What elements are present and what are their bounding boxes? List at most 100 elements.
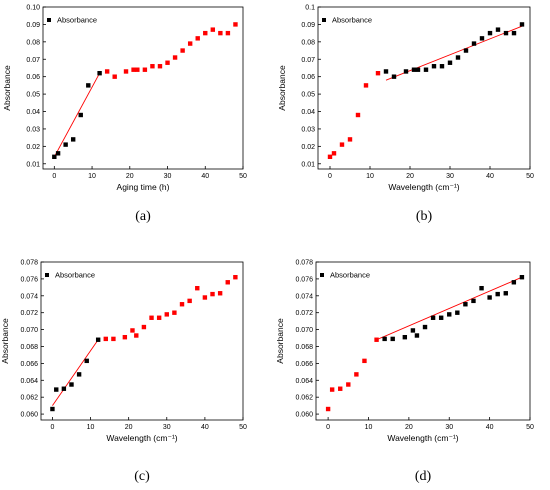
y-tick-label: 0.072 [20,310,38,317]
data-point [187,298,192,304]
x-axis-label: Wavelength (cm⁻¹) [387,433,458,443]
data-point [76,372,82,377]
data-point [338,386,343,391]
legend-label: Absorbance [330,271,370,280]
x-axis-label: Aging time (h) [117,182,170,192]
data-point [225,30,231,36]
data-point [455,55,461,60]
data-point [112,74,117,79]
data-point [422,324,428,330]
data-point [55,151,61,156]
data-point [479,285,484,291]
data-point [487,30,493,36]
y-axis-label: Absorbance [2,65,12,111]
y-tick-label: 0.066 [295,361,313,368]
data-point [411,67,417,72]
plot-frame [40,261,244,421]
data-point [463,302,468,307]
y-tick-label: 0.02 [301,144,315,151]
y-tick-label: 0.070 [295,327,313,334]
y-tick-label: 0.10 [26,5,40,12]
data-point [471,298,476,304]
legend-label: Absorbance [55,271,95,280]
x-tick-label: 40 [201,424,209,431]
panel-label: (b) [416,209,433,224]
x-tick-label: 10 [88,173,96,180]
y-tick-label: 0.074 [20,293,38,300]
y-tick-label: 0.05 [26,92,40,99]
x-tick-label: 0 [326,424,330,431]
y-axis-label: Absorbance [0,318,10,364]
x-tick-label: 20 [125,424,133,431]
data-point [97,70,102,76]
data-point [164,312,169,317]
x-tick-label: 30 [164,173,172,180]
x-tick-label: 50 [239,424,247,431]
data-point [455,310,460,315]
data-point [325,406,331,412]
data-point [130,328,135,333]
data-point [511,280,517,285]
x-tick-label: 40 [201,173,209,180]
y-tick-label: 0.02 [26,144,40,151]
y-tick-label: 0.07 [26,57,40,64]
data-point [327,154,333,160]
data-point [180,48,185,53]
y-tick-label: 0.01 [301,161,315,168]
y-tick-label: 0.060 [295,412,313,419]
data-point [410,328,416,333]
y-tick-label: 0.03 [26,126,40,133]
data-point [63,142,68,147]
x-tick-label: 30 [446,173,454,180]
data-point [210,291,215,297]
y-tick-label: 0.04 [26,109,40,116]
y-tick-label: 0.062 [20,395,38,402]
y-tick-label: 0.064 [295,378,313,385]
y-axis-label: Absorbance [277,65,287,111]
fit-line [52,339,99,406]
data-point [195,285,200,291]
y-tick-label: 0.068 [20,344,38,351]
data-point [374,337,379,342]
data-point [495,27,501,32]
data-point [383,69,389,74]
y-tick-label: 0.08 [301,39,315,46]
plot-frame [42,6,244,170]
data-point [202,295,208,300]
x-tick-label: 50 [239,173,247,180]
plot-frame [315,261,531,421]
data-point [415,67,421,72]
fit-line [376,276,523,341]
x-tick-label: 10 [87,424,95,431]
y-tick-label: 0.068 [295,344,313,351]
x-axis-label: Wavelength (cm⁻¹) [106,433,177,443]
data-point [61,386,67,391]
data-point [111,336,116,342]
y-tick-label: 0.078 [295,260,313,267]
y-tick-label: 0.076 [20,276,38,283]
chart-panel-1: 0 10 20 30 40 50 0.01 0.02 0.03 0.04 0.05 0.06 0.07 0… [2,5,247,225]
data-point [438,315,444,320]
y-tick-label: 0.03 [301,126,315,133]
y-tick-label: 0.078 [20,260,38,267]
data-point [103,336,108,342]
data-point [84,358,89,364]
data-point [156,315,162,320]
data-point [487,295,492,300]
plot-frame [317,6,531,170]
y-tick-label: 0.074 [295,293,313,300]
y-tick-label: 0.062 [295,395,313,402]
data-point [233,22,238,27]
data-point [439,64,445,69]
data-point [447,60,453,65]
data-point [390,336,395,342]
x-tick-label: 20 [126,173,134,180]
data-point [511,30,517,36]
data-point [203,30,208,36]
y-tick-label: 0.066 [20,361,38,368]
legend-label: Absorbance [57,16,97,25]
data-point [355,112,361,118]
panel-label: (a) [135,209,151,224]
x-tick-label: 0 [50,424,54,431]
